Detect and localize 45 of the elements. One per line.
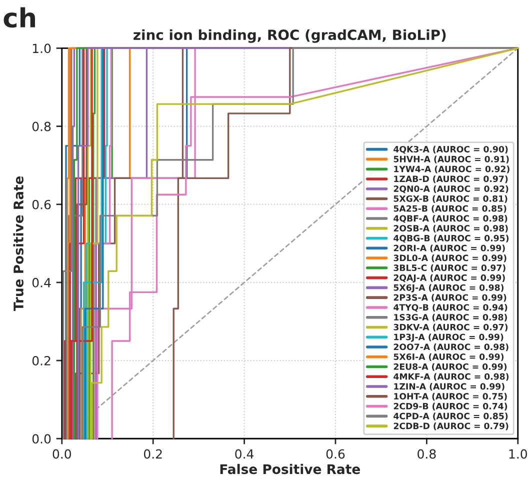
legend-label: 4QBG-B (AUROC = 0.95) — [394, 234, 509, 243]
x-tick-label: 0.6 — [326, 449, 345, 459]
legend-label: 2OSB-A (AUROC = 0.98) — [394, 224, 508, 233]
x-axis-title: False Positive Rate — [220, 464, 360, 474]
legend-label: 4QBF-A (AUROC = 0.98) — [394, 214, 508, 223]
legend-label: 2P3S-A (AUROC = 0.99) — [394, 294, 506, 302]
legend-label: 3BL5-C (AUROC = 0.97) — [394, 264, 506, 272]
legend-label: 5HVH-A (AUROC = 0.91) — [394, 156, 509, 164]
legend-label: 3DL0-A (AUROC = 0.99) — [394, 254, 506, 262]
legend-label: 5X6J-A (AUROC = 0.98) — [394, 284, 504, 292]
legend-label: 1YW4-A (AUROC = 0.92) — [394, 166, 510, 174]
y-axis-title: True Positive Rate — [13, 176, 24, 312]
legend-label: 4MKF-A (AUROC = 0.98) — [394, 373, 509, 381]
legend-label: 5A25-B (AUROC = 0.85) — [394, 205, 506, 213]
legend-label: 5XGX-B (AUROC = 0.81) — [394, 195, 508, 203]
y-tick-label: 1.0 — [32, 44, 51, 54]
legend-label: 2ORI-A (AUROC = 0.99) — [394, 244, 505, 252]
legend-label: 2QAJ-A (AUROC = 0.99) — [394, 274, 505, 283]
legend-label: 4QK3-A (AUROC = 0.90) — [394, 146, 508, 154]
x-tick-label: 1.0 — [509, 449, 527, 459]
y-tick-label: 0.6 — [32, 200, 51, 210]
y-tick-label: 0.4 — [32, 278, 51, 288]
x-tick-label: 0.8 — [418, 449, 436, 459]
chart-title: zinc ion binding, ROC (gradCAM, BioLiP) — [134, 29, 446, 43]
y-tick-label: 0.2 — [32, 356, 50, 366]
legend-label: 1ZAB-D (AUROC = 0.97) — [394, 175, 508, 184]
legend-label: 3DKV-A (AUROC = 0.97) — [394, 324, 508, 332]
legend-label: 2CD9-B (AUROC = 0.74) — [394, 402, 508, 410]
legend-label: 4CPD-A (AUROC = 0.85) — [394, 412, 508, 420]
legend-label: 2CDB-D (AUROC = 0.79) — [394, 422, 508, 430]
legend-label: 1P3J-A (AUROC = 0.99) — [394, 334, 504, 342]
legend-label: 2QN0-A (AUROC = 0.92) — [394, 185, 508, 194]
legend-label: 1S3G-A (AUROC = 0.98) — [394, 314, 507, 322]
text: ch — [4, 7, 36, 28]
legend-label: 2OO7-A (AUROC = 0.98) — [394, 343, 508, 352]
x-tick-label: 0.4 — [235, 449, 254, 459]
x-tick-label: 0.0 — [52, 449, 72, 459]
legend-label: 1ZIN-A (AUROC = 0.99) — [394, 383, 504, 391]
y-tick-label: 0.8 — [32, 122, 51, 132]
y-tick-label: 0.0 — [32, 434, 51, 444]
legend-label: 1OHT-A (AUROC = 0.75) — [394, 392, 507, 401]
legend-label: 2EU8-A (AUROC = 0.99) — [394, 363, 507, 371]
legend-label: 5X6I-A (AUROC = 0.99) — [394, 353, 504, 362]
legend-label: 4TYQ-B (AUROC = 0.94) — [394, 304, 508, 312]
x-tick-label: 0.2 — [144, 449, 162, 459]
